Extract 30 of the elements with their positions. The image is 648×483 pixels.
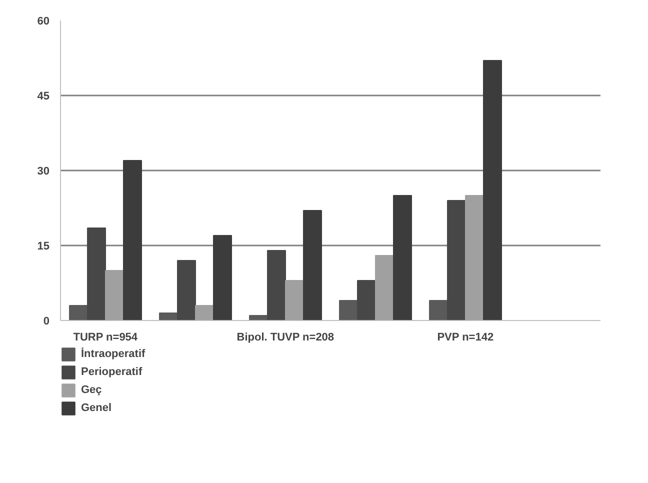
y-tick-label: 0 (43, 316, 50, 328)
bar (285, 280, 304, 320)
y-tick-label: 30 (37, 166, 50, 178)
bar (87, 228, 106, 320)
y-tick-label: 60 (37, 16, 50, 28)
bar (267, 250, 286, 320)
bar (195, 305, 214, 320)
legend-label: Genel (81, 402, 112, 414)
bar (483, 60, 502, 320)
y-tick-label: 15 (37, 240, 50, 252)
bar (177, 260, 196, 320)
bar (69, 305, 88, 320)
bar (375, 255, 394, 320)
bar (357, 280, 376, 320)
bar (303, 210, 322, 320)
bar (213, 235, 232, 320)
bar (105, 270, 124, 320)
bar (429, 300, 448, 320)
legend-label: Geç (81, 384, 102, 396)
bar (123, 160, 142, 320)
bar (393, 195, 412, 320)
x-tick-label: TURP n=954 (73, 332, 138, 344)
bar (447, 200, 466, 320)
bar (465, 195, 484, 320)
y-tick-label: 45 (37, 90, 50, 102)
legend-label: İntraoperatif (81, 348, 146, 360)
x-tick-label: Bipol. TUVP n=208 (236, 332, 334, 344)
x-tick-label: PVP n=142 (437, 332, 494, 344)
bar (339, 300, 358, 320)
legend-label: Perioperatif (81, 366, 142, 378)
